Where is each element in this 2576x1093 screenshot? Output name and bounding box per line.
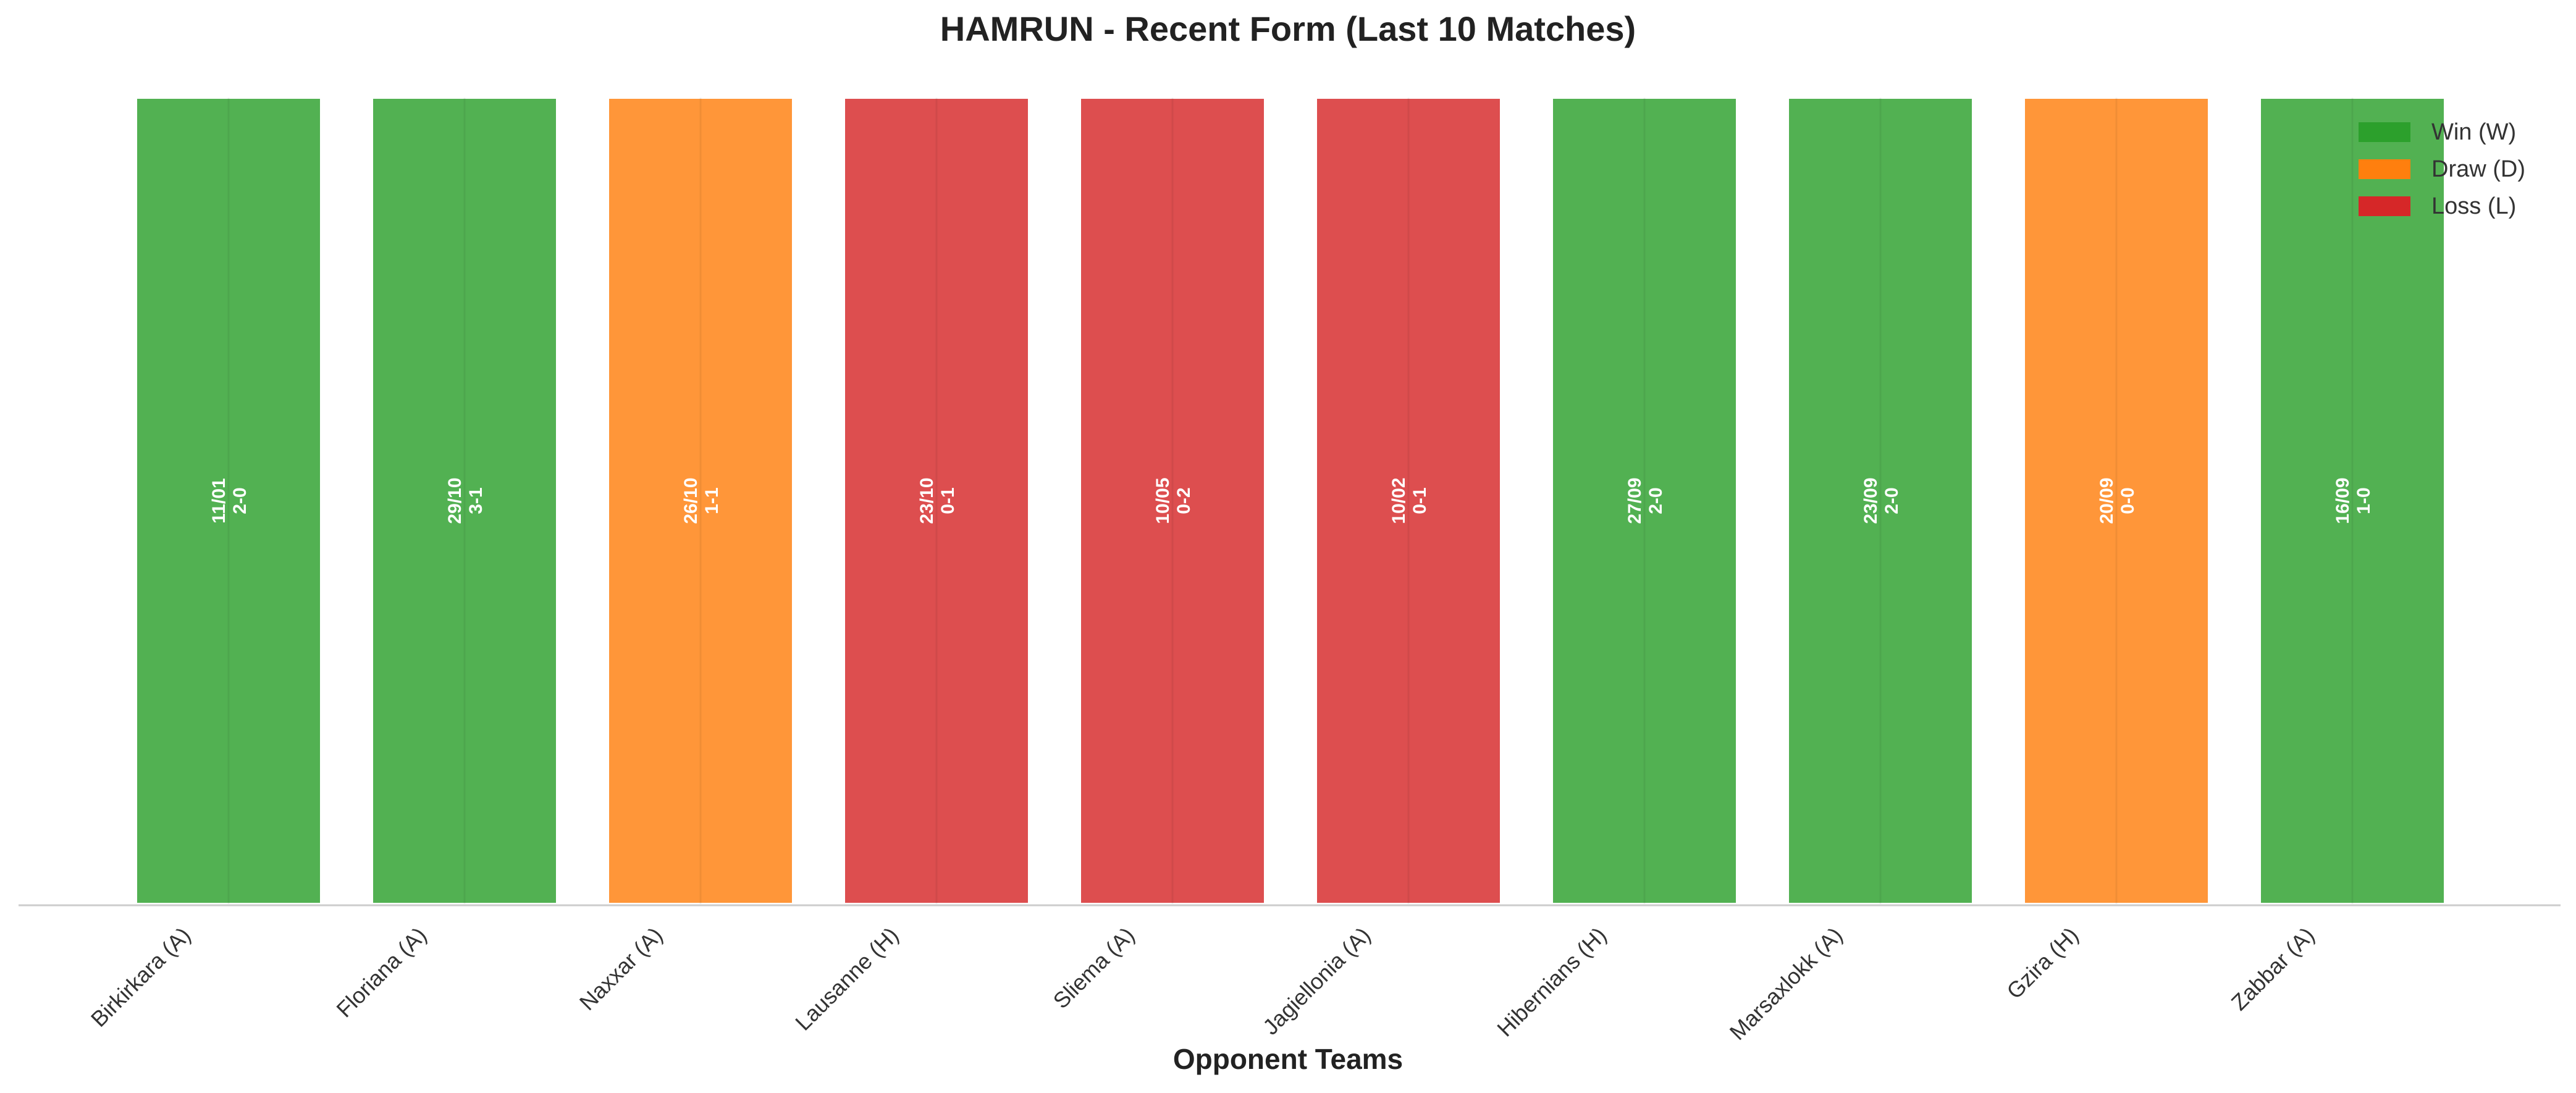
match-score: 1-1 [702,487,722,514]
match-date: 27/09 [1625,477,1645,524]
match-date: 20/09 [2097,477,2117,524]
legend-label: Win (W) [2431,119,2517,145]
bar-data-label: 16/091-0 [2333,477,2374,524]
bar-6 [1315,96,1502,905]
bar-7 [1551,96,1738,905]
bar-data-label: 11/012-0 [209,478,250,523]
bar-data-label: 27/092-0 [1625,477,1666,524]
bar-10 [2258,96,2446,905]
x-tick-label: Birkirkara (A) [86,922,195,1031]
bar-3 [607,96,794,905]
x-tick-label: Hibernians (H) [1492,922,1611,1041]
bar-9 [2022,96,2210,905]
bar-data-label: 10/020-1 [1389,477,1430,524]
bar-data-label: 26/101-1 [681,477,722,524]
match-score: 0-1 [1410,487,1430,514]
legend-item-w: Win (W) [2359,114,2525,151]
x-tick-label: Gzira (H) [2001,922,2083,1003]
match-date: 10/02 [1389,477,1409,524]
match-date: 11/01 [209,478,229,523]
x-tick-label: Naxxar (A) [575,922,668,1015]
legend-swatch [2359,196,2410,216]
match-score: 2-0 [1646,487,1666,514]
legend: Win (W) Draw (D) Loss (L) [2359,114,2525,225]
x-tick-labels-group: Birkirkara (A) Floriana (A) Naxxar (A) Laus… [86,922,2319,1045]
match-score: 0-0 [2118,487,2138,514]
match-date: 16/09 [2333,477,2353,524]
bar-2 [371,96,558,905]
bar-data-label: 29/103-1 [445,477,486,524]
match-score: 0-1 [938,487,958,514]
legend-label: Loss (L) [2431,193,2517,219]
x-tick-label: Sliema (A) [1048,922,1140,1013]
x-tick-label: Lausanne (H) [790,922,903,1035]
bar-data-label: 10/050-2 [1153,477,1194,524]
bar-1 [135,96,322,905]
bar-data-label: 20/090-0 [2097,477,2138,524]
match-date: 23/10 [917,477,937,524]
bar-5 [1079,96,1266,905]
match-date: 29/10 [445,477,465,524]
match-score: 1-0 [2354,487,2374,514]
match-date: 10/05 [1153,477,1173,524]
legend-swatch [2359,159,2410,179]
bar-labels-group: 11/012-0 29/103-1 26/101-1 23/100-1 10/050-2… [209,477,2374,524]
x-tick-label: Floriana (A) [331,922,431,1022]
bar-data-label: 23/100-1 [917,477,958,524]
legend-item-d: Draw (D) [2359,151,2525,188]
match-score: 3-1 [466,487,486,514]
match-score: 2-0 [1882,487,1902,514]
legend-label: Draw (D) [2431,156,2525,182]
legend-swatch [2359,122,2410,142]
match-score: 2-0 [230,487,250,514]
bars-group [135,96,2446,905]
match-score: 0-2 [1174,487,1194,514]
x-tick-label: Jagiellonia (A) [1258,922,1375,1039]
bar-4 [843,96,1030,905]
x-tick-label: Marsaxlokk (A) [1725,922,1848,1045]
bar-data-label: 23/092-0 [1861,477,1902,524]
x-axis-label: Opponent Teams [1172,1043,1404,1075]
match-date: 23/09 [1861,477,1881,524]
chart-title: HAMRUN - Recent Form (Last 10 Matches) [940,9,1636,48]
legend-item-l: Loss (L) [2359,188,2525,225]
bar-8 [1787,96,1974,905]
match-date: 26/10 [681,477,701,524]
x-tick-label: Zabbar (A) [2226,922,2320,1015]
